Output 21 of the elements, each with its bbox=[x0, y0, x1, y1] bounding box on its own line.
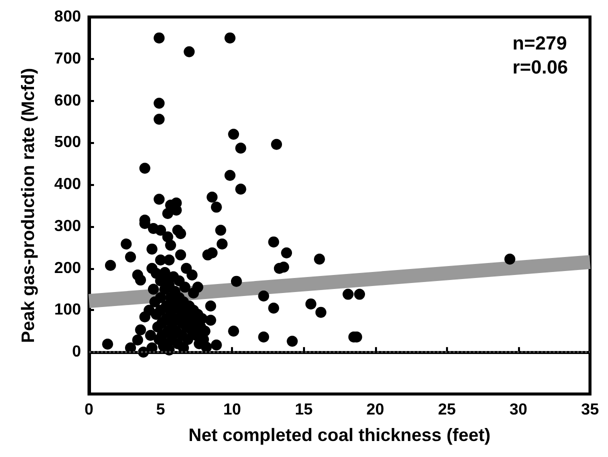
x-tick-label: 5 bbox=[156, 402, 166, 418]
y-axis-title: Peak gas-production rate (Mcfd) bbox=[18, 68, 38, 344]
x-tick-label: 30 bbox=[510, 402, 528, 418]
x-axis-title: Net completed coal thickness (feet) bbox=[188, 425, 491, 445]
y-tick-label: 400 bbox=[54, 176, 82, 194]
x-tick-label: 0 bbox=[84, 402, 94, 418]
y-tick-label: 500 bbox=[54, 134, 82, 152]
x-tick-label: 15 bbox=[294, 402, 313, 418]
y-tick-label: 300 bbox=[54, 218, 82, 235]
y-tick-label: 700 bbox=[54, 50, 82, 68]
annotation: r=0.06 bbox=[512, 58, 568, 78]
x-tick-label: 35 bbox=[581, 402, 599, 418]
x-tick-label: 20 bbox=[366, 402, 384, 418]
annotation: n=279 bbox=[512, 34, 567, 54]
y-tick-label: 800 bbox=[54, 8, 82, 26]
x-tick-label: 10 bbox=[223, 402, 242, 418]
x-tick-label: 25 bbox=[438, 402, 456, 418]
y-tick-label: 200 bbox=[54, 260, 82, 277]
y-tick-label: 0 bbox=[72, 344, 82, 361]
y-tick-label: 600 bbox=[54, 92, 82, 110]
y-tick-label: 100 bbox=[54, 302, 82, 319]
